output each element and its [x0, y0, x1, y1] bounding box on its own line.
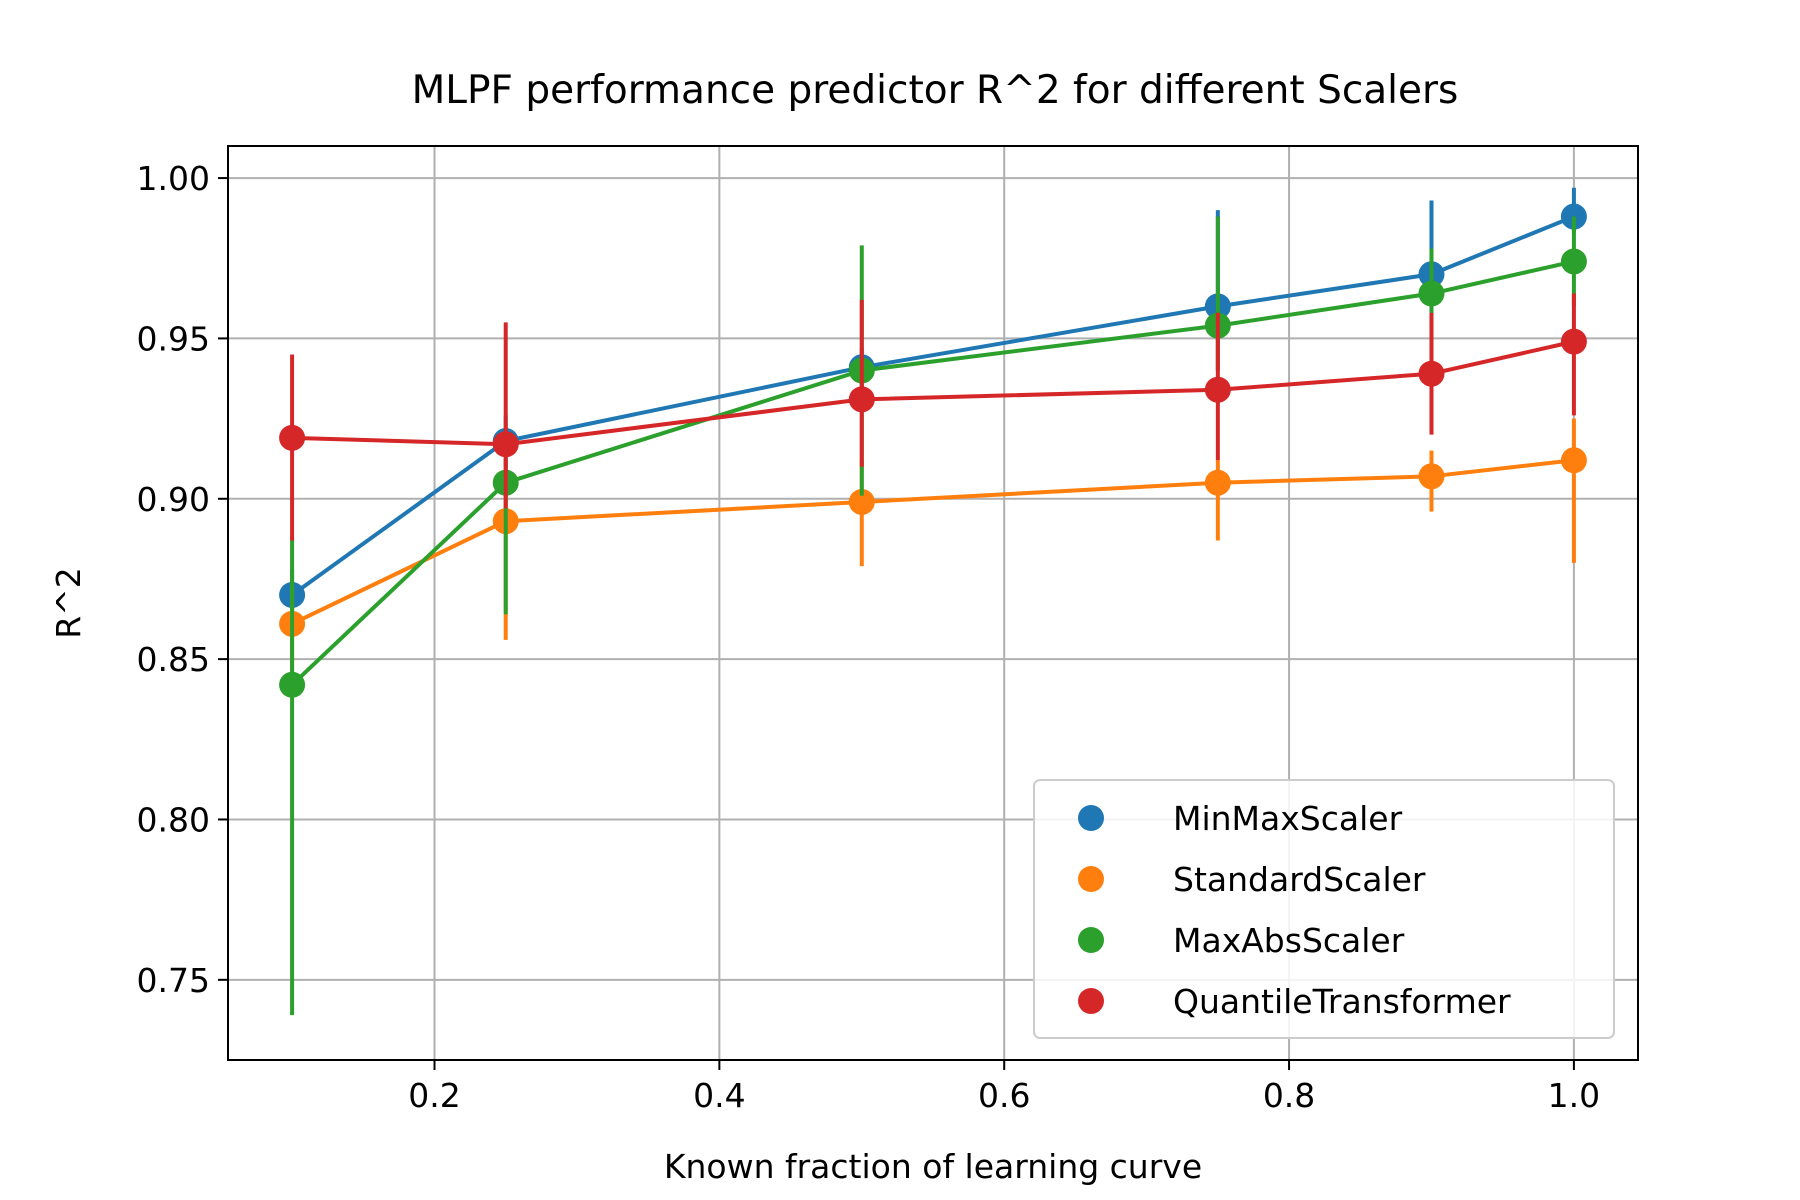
legend-label: StandardScaler [1173, 860, 1426, 899]
data-point [1204, 376, 1231, 403]
data-point [1418, 360, 1445, 387]
legend-marker [1078, 988, 1104, 1014]
axis-ticks: 0.2 0.4 0.6 0.8 1.0 0.75 0.80 0.85 0.90 0.95 1.00 [137, 159, 1601, 1115]
x-tick-label: 0.8 [1263, 1076, 1315, 1115]
x-tick-label: 0.6 [978, 1076, 1030, 1115]
data-point [1204, 469, 1231, 496]
legend-item: MaxAbsScaler [1078, 921, 1405, 960]
data-point [279, 424, 306, 451]
data-point [1418, 463, 1445, 490]
series-layer [279, 187, 1587, 1016]
data-point [492, 431, 519, 458]
legend-item: QuantileTransformer [1078, 982, 1511, 1021]
grid-lines [228, 146, 1638, 1060]
data-point [1560, 328, 1587, 355]
data-point [1560, 248, 1587, 275]
legend-item: MinMaxScaler [1078, 799, 1403, 838]
y-tick-label: 0.95 [137, 319, 210, 358]
x-tick-label: 1.0 [1548, 1076, 1600, 1115]
series-line [291, 458, 1575, 626]
series-quantiletransformer [279, 293, 1587, 541]
series-line [292, 339, 1575, 447]
legend-label: MaxAbsScaler [1173, 921, 1405, 960]
data-point [1560, 447, 1587, 474]
y-tick-label: 0.75 [137, 961, 210, 1000]
data-point [848, 488, 875, 515]
legend-marker [1078, 866, 1104, 892]
series-line [290, 214, 1575, 597]
y-tick-label: 0.80 [137, 800, 210, 839]
legend-label: MinMaxScaler [1173, 799, 1403, 838]
y-tick-label: 0.90 [137, 480, 210, 519]
legend-frame [1033, 779, 1615, 1039]
series-line [290, 259, 1575, 687]
y-tick-label: 1.00 [137, 159, 210, 198]
y-axis-label: R^2 [49, 567, 88, 639]
legend-item: StandardScaler [1078, 860, 1426, 899]
x-tick-label: 0.4 [693, 1076, 745, 1115]
legend-items: MinMaxScaler StandardScaler MaxAbsScaler Qu… [1078, 799, 1511, 1021]
legend-marker [1078, 927, 1104, 953]
data-point [848, 386, 875, 413]
data-point [279, 671, 306, 698]
x-axis-label: Known fraction of learning curve [664, 1147, 1202, 1186]
y-tick-label: 0.85 [137, 640, 210, 679]
legend: MinMaxScaler StandardScaler MaxAbsScaler Qu… [1033, 779, 1615, 1039]
legend-label: QuantileTransformer [1173, 982, 1511, 1021]
legend-marker [1078, 805, 1104, 831]
chart-title: MLPF performance predictor R^2 for diffe… [412, 68, 1459, 113]
data-point [1418, 280, 1445, 307]
plot-area-frame [227, 145, 1639, 1061]
x-tick-label: 0.2 [408, 1076, 460, 1115]
